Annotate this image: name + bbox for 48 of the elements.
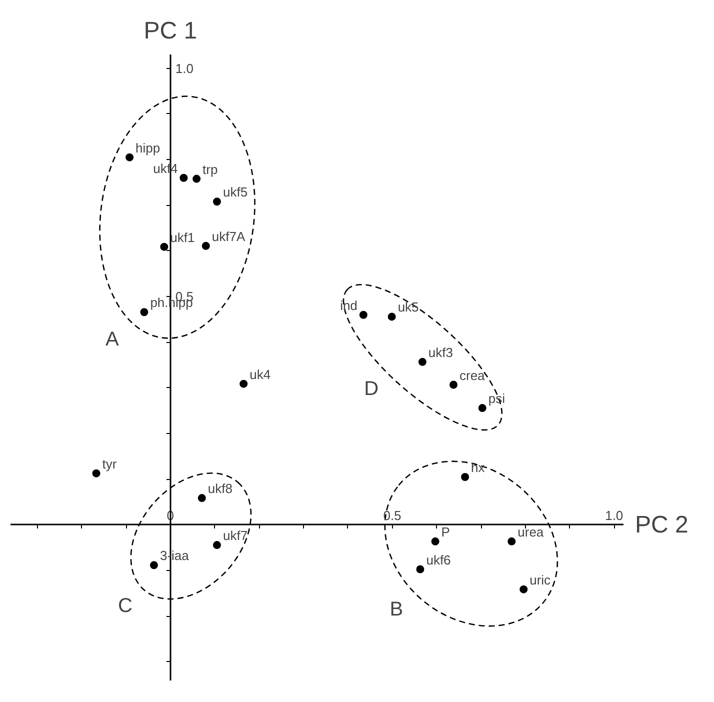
point bbox=[240, 380, 248, 388]
point bbox=[449, 380, 458, 389]
annotation: urea bbox=[518, 524, 544, 540]
series-label: B bbox=[390, 598, 404, 620]
annotation: uk5 bbox=[398, 300, 419, 315]
annotation: ukf7 bbox=[222, 528, 248, 544]
point bbox=[160, 242, 168, 251]
point bbox=[418, 358, 426, 366]
series-label: A bbox=[106, 328, 120, 351]
point bbox=[431, 537, 440, 546]
annotation: psi bbox=[488, 391, 506, 406]
annotation: crea bbox=[459, 368, 486, 383]
annotation: ind bbox=[340, 298, 358, 313]
annotation: ukf5 bbox=[222, 184, 248, 200]
annotation: hx bbox=[471, 460, 486, 476]
point bbox=[150, 561, 158, 570]
x-axis-title: PC 2 bbox=[635, 511, 688, 538]
text: D bbox=[364, 378, 379, 400]
point bbox=[140, 308, 148, 316]
point bbox=[212, 541, 221, 550]
annotation: hipp bbox=[136, 140, 160, 156]
point bbox=[416, 565, 424, 574]
series-label: C bbox=[118, 594, 132, 617]
x-tick-label: 0.5 bbox=[383, 508, 402, 523]
annotation: uk4 bbox=[250, 366, 271, 382]
annotation: ukf7A bbox=[212, 228, 246, 244]
point bbox=[508, 537, 516, 546]
point bbox=[92, 469, 100, 478]
annotation: ukf3 bbox=[428, 344, 454, 360]
point bbox=[478, 404, 486, 412]
point bbox=[198, 494, 206, 502]
annotation: trp bbox=[202, 162, 218, 177]
annotation: tyr bbox=[102, 456, 118, 472]
point bbox=[212, 198, 221, 206]
point bbox=[359, 310, 368, 319]
point bbox=[388, 312, 396, 321]
point bbox=[180, 174, 188, 182]
point bbox=[461, 473, 470, 481]
point bbox=[192, 174, 201, 183]
point bbox=[202, 242, 210, 250]
annotation: ukf6 bbox=[426, 552, 451, 568]
y-axis-title: PC 1 bbox=[144, 18, 198, 45]
annotation: ukf8 bbox=[208, 481, 232, 496]
point bbox=[126, 153, 134, 162]
annotation: P bbox=[441, 524, 450, 540]
x-tick-label: 1.0 bbox=[605, 508, 624, 523]
annotation: uric bbox=[530, 572, 552, 588]
point bbox=[520, 585, 528, 594]
